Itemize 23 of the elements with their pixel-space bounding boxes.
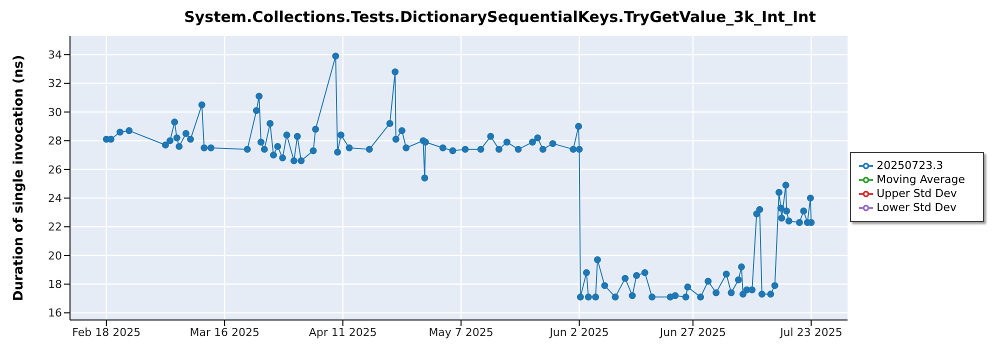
y-tick-label: 30 xyxy=(48,106,62,119)
y-tick-label: 32 xyxy=(48,77,62,90)
legend-label: Moving Average xyxy=(876,173,965,186)
x-tick-label: Apr 11 2025 xyxy=(308,326,377,339)
y-tick-label: 24 xyxy=(48,192,62,205)
y-tick-label: 22 xyxy=(48,220,62,234)
y-tick-label: 20 xyxy=(48,249,62,262)
x-tick-label: Jul 23 2025 xyxy=(779,326,842,339)
x-tick-label: Jun 27 2025 xyxy=(658,326,726,339)
x-tick-label: Jun 2 2025 xyxy=(548,326,609,339)
x-tick-label: Feb 18 2025 xyxy=(72,326,141,339)
x-tick-label: Mar 16 2025 xyxy=(190,326,260,339)
legend-label: Upper Std Dev xyxy=(876,187,957,200)
y-tick-label: 16 xyxy=(48,306,62,320)
y-tick-label: 28 xyxy=(48,134,62,148)
y-tick-label: 34 xyxy=(48,48,62,62)
y-tick-label: 26 xyxy=(48,163,62,176)
y-axis-title: Duration of single invocation (ns) xyxy=(12,54,27,302)
legend-label: 20250723.3 xyxy=(876,159,944,172)
y-tick-label: 18 xyxy=(48,278,62,292)
legend-label: Lower Std Dev xyxy=(876,201,957,214)
chart-title: System.Collections.Tests.DictionarySequentialKeys.TryGetValue_3k_Int_Int xyxy=(183,8,817,26)
x-tick-label: May 7 2025 xyxy=(428,326,494,339)
